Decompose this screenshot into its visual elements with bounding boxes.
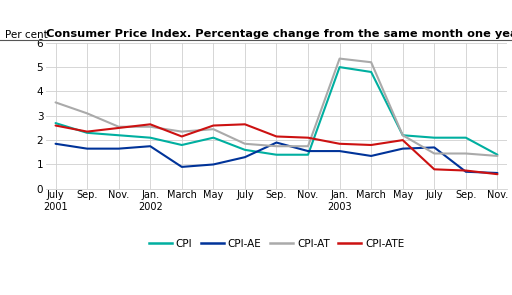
CPI <box>431 136 437 140</box>
CPI <box>336 65 343 69</box>
CPI-ATE <box>431 168 437 171</box>
CPI-AE <box>210 163 217 166</box>
CPI-AE <box>52 142 58 145</box>
CPI <box>147 136 153 140</box>
CPI-ATE <box>368 143 374 147</box>
CPI-ATE <box>52 124 58 127</box>
CPI-ATE <box>463 169 469 172</box>
CPI-ATE <box>495 172 501 176</box>
CPI-ATE <box>273 135 280 138</box>
CPI-AE <box>305 149 311 153</box>
Line: CPI: CPI <box>55 67 498 155</box>
CPI-AT <box>463 152 469 155</box>
CPI-AT <box>336 57 343 60</box>
CPI-AE <box>273 141 280 144</box>
CPI <box>179 143 185 147</box>
CPI-AE <box>368 154 374 158</box>
CPI <box>273 153 280 157</box>
CPI-AT <box>242 142 248 145</box>
CPI <box>368 70 374 74</box>
CPI <box>52 121 58 125</box>
Legend: CPI, CPI-AE, CPI-AT, CPI-ATE: CPI, CPI-AE, CPI-AT, CPI-ATE <box>144 235 409 253</box>
CPI-AE <box>463 170 469 173</box>
CPI-AT <box>400 133 406 137</box>
CPI-ATE <box>179 135 185 138</box>
CPI-ATE <box>400 138 406 142</box>
CPI-AE <box>147 145 153 148</box>
Text: Consumer Price Index. Percentage change from the same month one year before: Consumer Price Index. Percentage change … <box>46 29 512 39</box>
Line: CPI-ATE: CPI-ATE <box>55 124 498 174</box>
CPI-ATE <box>84 130 90 133</box>
CPI-AT <box>116 125 122 129</box>
CPI-AT <box>84 112 90 115</box>
CPI-AE <box>116 147 122 150</box>
CPI <box>210 136 217 140</box>
Text: Per cent: Per cent <box>5 30 47 40</box>
CPI <box>463 136 469 140</box>
Line: CPI-AE: CPI-AE <box>55 142 498 173</box>
CPI-ATE <box>305 136 311 140</box>
CPI <box>84 131 90 135</box>
CPI-AE <box>495 171 501 175</box>
Line: CPI-AT: CPI-AT <box>55 59 498 156</box>
CPI-AE <box>179 165 185 169</box>
CPI-AE <box>400 147 406 150</box>
CPI-AT <box>147 125 153 129</box>
CPI <box>495 153 501 157</box>
CPI-ATE <box>336 142 343 145</box>
CPI <box>400 133 406 137</box>
CPI-AT <box>210 127 217 131</box>
CPI-ATE <box>242 122 248 126</box>
CPI <box>116 133 122 137</box>
CPI-AE <box>336 149 343 153</box>
CPI-ATE <box>147 122 153 126</box>
CPI-AT <box>368 60 374 64</box>
CPI-AE <box>242 155 248 159</box>
CPI <box>242 148 248 152</box>
CPI-AT <box>179 130 185 133</box>
CPI-ATE <box>116 126 122 130</box>
CPI-ATE <box>210 124 217 127</box>
CPI-AT <box>495 154 501 158</box>
CPI-AE <box>84 147 90 150</box>
CPI-AT <box>52 101 58 104</box>
CPI-AE <box>431 146 437 149</box>
CPI-AT <box>273 145 280 148</box>
CPI <box>305 153 311 157</box>
CPI-AT <box>431 152 437 155</box>
CPI-AT <box>305 145 311 148</box>
